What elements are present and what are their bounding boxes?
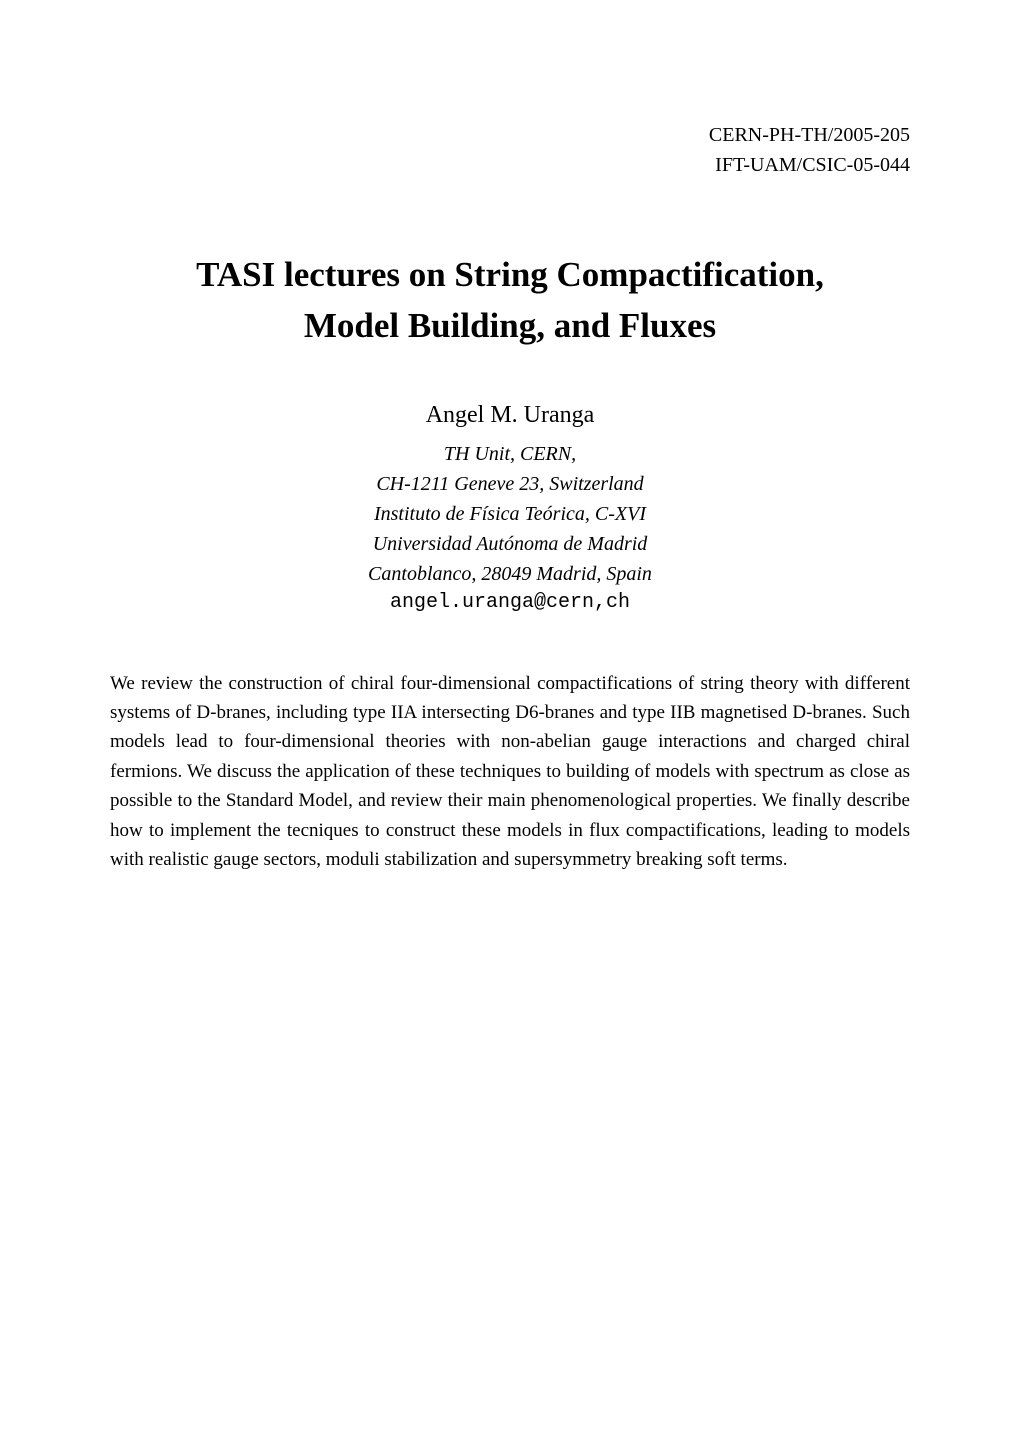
report-identifiers: CERN-PH-TH/2005-205 IFT-UAM/CSIC-05-044 (110, 120, 910, 180)
paper-title: TASI lectures on String Compactification… (110, 250, 910, 352)
affiliation-line-1: TH Unit, CERN, (110, 439, 910, 469)
affiliation-line-3: Instituto de Física Teórica, C-XVI (110, 499, 910, 529)
affiliation-block: TH Unit, CERN, CH-1211 Geneve 23, Switze… (110, 439, 910, 589)
title-line-1: TASI lectures on String Compactification… (110, 250, 910, 301)
abstract-text: We review the construction of chiral fou… (110, 669, 910, 875)
author-email: angel.uranga@cern,ch (110, 591, 910, 614)
affiliation-line-2: CH-1211 Geneve 23, Switzerland (110, 469, 910, 499)
affiliation-line-5: Cantoblanco, 28049 Madrid, Spain (110, 559, 910, 589)
author-name: Angel M. Uranga (110, 402, 910, 429)
report-id-ift: IFT-UAM/CSIC-05-044 (110, 150, 910, 180)
affiliation-line-4: Universidad Autónoma de Madrid (110, 529, 910, 559)
report-id-cern: CERN-PH-TH/2005-205 (110, 120, 910, 150)
title-line-2: Model Building, and Fluxes (110, 301, 910, 352)
